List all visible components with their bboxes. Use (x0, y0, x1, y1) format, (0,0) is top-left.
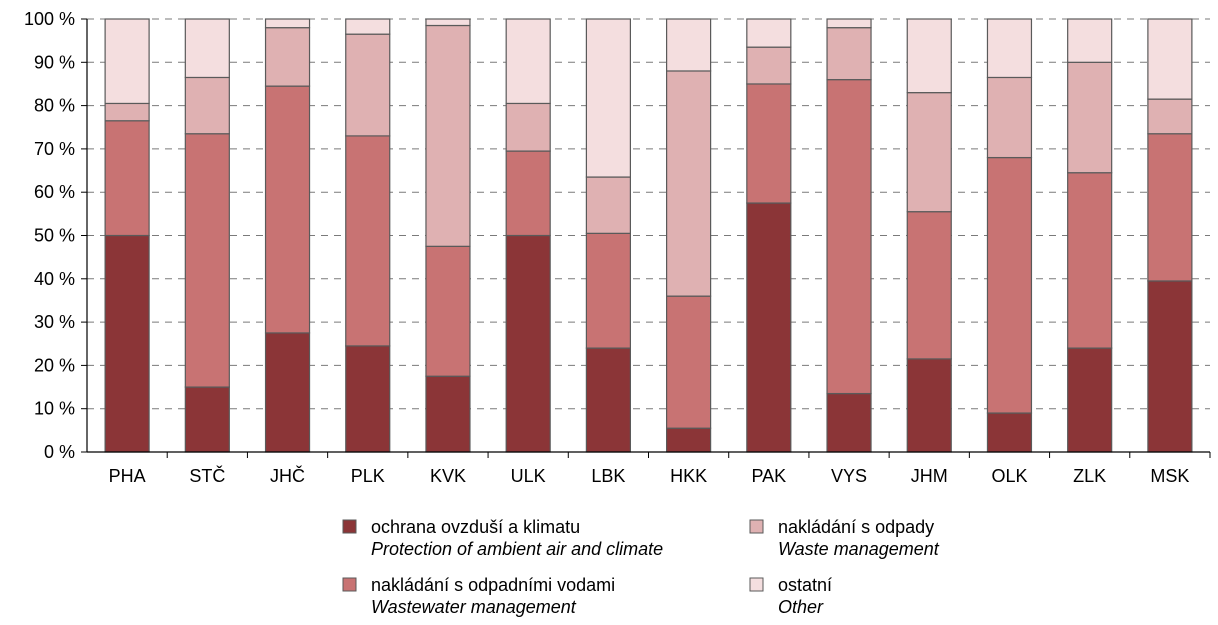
bar-segment-hkk-1 (666, 295, 712, 429)
bar-segment-pha-3 (104, 18, 150, 105)
bar-segment-msk-0 (1147, 280, 1193, 453)
bar-segment-kvk-1 (425, 245, 471, 377)
bar-segment-stč-2 (184, 76, 230, 135)
bar-segment-pha-1 (104, 120, 150, 237)
bar-segment-vys-3 (826, 18, 872, 29)
bar-segment-stč-1 (184, 133, 230, 388)
bar-segment-jhm-2 (906, 92, 952, 213)
bar-segment-vys-2 (826, 27, 872, 81)
x-tick-label: KVK (430, 466, 466, 486)
bar-segment-msk-2 (1147, 98, 1193, 135)
bar-segment-jhm-0 (906, 358, 952, 453)
x-tick-label: VYS (831, 466, 867, 486)
x-tick-label: LBK (591, 466, 625, 486)
bar-segment-kvk-0 (425, 375, 471, 453)
y-tick-label: 40 % (34, 269, 75, 289)
legend-label: nakládání s odpady (778, 517, 934, 537)
bar-segment-pha-0 (104, 234, 150, 453)
bar-segment-jhč-2 (264, 27, 311, 87)
bar-segment-lbk-3 (585, 18, 631, 178)
y-tick-label: 60 % (34, 182, 75, 202)
bar-segment-kvk-3 (425, 18, 471, 27)
legend-label: ostatní (778, 575, 832, 595)
x-tick-label: MSK (1150, 466, 1189, 486)
bar-segment-kvk-2 (425, 24, 471, 247)
x-tick-label: PAK (751, 466, 786, 486)
bar-segment-msk-3 (1147, 18, 1193, 100)
y-tick-label: 80 % (34, 96, 75, 116)
y-tick-label: 30 % (34, 312, 75, 332)
bar-segment-ulk-0 (505, 234, 551, 453)
legend-label: nakládání s odpadními vodami (371, 575, 615, 595)
bar-segment-pak-3 (746, 18, 792, 48)
bar-segment-hkk-0 (666, 427, 712, 453)
bar-segment-hkk-3 (666, 18, 712, 72)
legend-swatch (749, 577, 764, 592)
bar-segment-pak-2 (746, 46, 792, 85)
bar-segment-olk-2 (986, 76, 1033, 159)
bar-segment-vys-1 (826, 79, 872, 395)
legend-label-english: Protection of ambient air and climate (371, 539, 663, 559)
bar-segment-ulk-2 (505, 102, 551, 152)
bar-segment-pha-2 (104, 102, 150, 122)
bar-segment-ulk-1 (505, 150, 551, 237)
bar-segment-ulk-3 (505, 18, 551, 105)
bar-segment-msk-1 (1147, 133, 1193, 282)
bar-segment-olk-0 (986, 412, 1033, 453)
bar-segment-pak-0 (746, 202, 792, 453)
bar-segment-vys-0 (826, 392, 872, 453)
bar-segment-lbk-1 (585, 232, 631, 349)
bar-segment-plk-1 (345, 135, 391, 347)
y-tick-label: 50 % (34, 226, 75, 246)
x-tick-label: JHM (911, 466, 948, 486)
y-tick-label: 100 % (24, 9, 75, 29)
y-tick-label: 20 % (34, 355, 75, 375)
bar-segment-olk-3 (986, 18, 1033, 79)
x-tick-label: JHČ (270, 465, 305, 486)
bar-segment-plk-3 (345, 18, 391, 35)
bar-segment-lbk-2 (585, 176, 631, 234)
bar-segment-jhč-3 (264, 18, 311, 29)
legend-label-english: Wastewater management (371, 597, 577, 617)
x-tick-label: OLK (991, 466, 1027, 486)
bar-segment-plk-0 (345, 345, 391, 453)
bar-segment-lbk-0 (585, 347, 631, 453)
legend-swatch (342, 577, 357, 592)
bar-segment-pak-1 (746, 83, 792, 204)
bar-segment-jhč-0 (264, 332, 311, 453)
bar-segment-jhč-1 (264, 85, 311, 334)
y-tick-label: 10 % (34, 399, 75, 419)
x-tick-label: ZLK (1073, 466, 1106, 486)
bar-segment-stč-0 (184, 386, 230, 453)
bars (104, 18, 1193, 453)
y-tick-label: 0 % (44, 442, 75, 462)
x-tick-label: ULK (511, 466, 546, 486)
y-tick-label: 90 % (34, 52, 75, 72)
x-tick-label: STČ (189, 465, 225, 486)
bar-segment-zlk-0 (1067, 347, 1113, 453)
x-tick-label: PHA (109, 466, 146, 486)
bar-segment-jhm-3 (906, 18, 952, 94)
bar-segment-zlk-2 (1067, 61, 1113, 174)
gridlines (87, 18, 1210, 410)
bar-segment-zlk-1 (1067, 172, 1113, 349)
x-tick-label: HKK (670, 466, 707, 486)
bar-segment-zlk-3 (1067, 18, 1113, 63)
x-tick-label: PLK (351, 466, 385, 486)
legend-swatch (342, 519, 357, 534)
legend-label: ochrana ovzduší a klimatu (371, 517, 580, 537)
legend-label-english: Other (778, 597, 824, 617)
bar-segment-jhm-1 (906, 211, 952, 360)
y-tick-label: 70 % (34, 139, 75, 159)
legend-swatch (749, 519, 764, 534)
bar-segment-plk-2 (345, 33, 391, 137)
bar-segment-hkk-2 (666, 70, 712, 297)
bar-segment-olk-1 (986, 156, 1033, 414)
legend-label-english: Waste management (778, 539, 940, 559)
bar-segment-stč-3 (184, 18, 230, 79)
axes: 0 % 10 % 20 % 30 % 40 % 50 % 60 % 70 % 80 % 90 % 1… (24, 9, 1211, 486)
